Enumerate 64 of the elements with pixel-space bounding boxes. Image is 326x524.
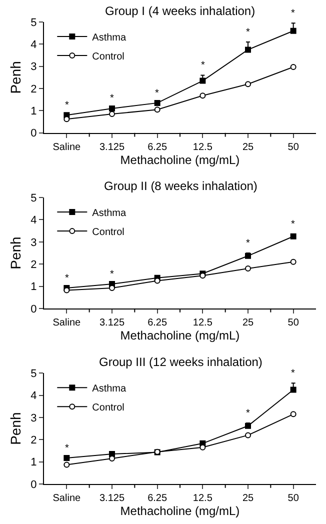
- chart-title: Group II (8 weeks inhalation): [104, 179, 258, 193]
- x-tick-label: 6.25: [148, 142, 168, 153]
- chart-title: Group III (12 weeks inhalation): [99, 355, 262, 369]
- y-tick-label: 3: [30, 61, 37, 74]
- annotation: *: [291, 368, 295, 379]
- x-tick-label: 3.125: [99, 142, 125, 153]
- x-tick-label: 12.5: [192, 142, 213, 153]
- annotation: *: [291, 219, 295, 230]
- y-tick-label: 3: [30, 236, 37, 249]
- y-tick-label: 2: [30, 434, 37, 446]
- y-tick-label: 1: [30, 106, 37, 118]
- x-tick-label: 6.25: [148, 317, 168, 328]
- chart-title: Group I (4 weeks inhalation): [105, 4, 256, 18]
- y-tick-label: 0: [30, 478, 37, 491]
- x-tick-label: 3.125: [99, 493, 125, 504]
- annotation: *: [65, 443, 69, 454]
- y-tick-label: 5: [30, 192, 37, 204]
- y-tick-label: 2: [30, 83, 37, 96]
- y-tick-label: 4: [30, 39, 37, 52]
- annotation: *: [201, 60, 205, 71]
- y-tick-label: 2: [30, 258, 37, 271]
- annotation: *: [65, 100, 69, 111]
- x-tick-label: 50: [288, 142, 300, 153]
- x-axis-title: Methacholine (mg/mL): [120, 504, 240, 518]
- y-tick-label: 4: [30, 390, 37, 402]
- x-tick-label: 12.5: [192, 493, 213, 504]
- y-axis-title: Penh: [7, 61, 24, 94]
- x-tick-label: Saline: [52, 142, 81, 153]
- legend-label: Control: [92, 226, 124, 238]
- x-tick-label: 3.125: [99, 317, 125, 328]
- legend-label: Asthma: [92, 384, 126, 395]
- annotation: *: [246, 238, 250, 249]
- annotation: *: [291, 8, 295, 19]
- y-tick-label: 1: [30, 456, 37, 469]
- annotation: *: [110, 93, 114, 104]
- y-tick-label: 0: [30, 128, 37, 140]
- x-tick-label: 25: [242, 317, 254, 328]
- x-tick-label: 12.5: [192, 317, 213, 328]
- x-tick-label: 50: [288, 493, 300, 504]
- annotation: *: [246, 408, 250, 419]
- x-axis-title: Methacholine (mg/mL): [120, 328, 240, 342]
- x-tick-label: 50: [288, 317, 300, 328]
- x-axis-title: Methacholine (mg/mL): [120, 152, 240, 167]
- x-tick-label: 25: [242, 493, 254, 504]
- y-axis-title: Penh: [7, 412, 24, 445]
- x-tick-label: 6.25: [148, 493, 168, 504]
- annotation: *: [155, 88, 159, 99]
- legend-label: Asthma: [92, 208, 126, 219]
- legend-label: Control: [92, 51, 124, 62]
- y-tick-label: 1: [30, 281, 37, 294]
- y-tick-label: 4: [30, 214, 37, 227]
- x-tick-label: Saline: [52, 317, 81, 328]
- x-tick-label: Saline: [52, 493, 81, 504]
- y-tick-label: 5: [30, 368, 37, 380]
- legend-label: Asthma: [92, 32, 126, 44]
- y-axis-title: Penh: [7, 236, 24, 270]
- annotation: *: [65, 273, 69, 284]
- y-tick-label: 3: [30, 412, 37, 424]
- y-tick-label: 5: [30, 16, 37, 29]
- annotation: *: [110, 269, 114, 280]
- annotation: *: [246, 27, 250, 38]
- y-tick-label: 0: [30, 303, 37, 316]
- legend-label: Control: [92, 402, 124, 414]
- x-tick-label: 25: [242, 142, 254, 153]
